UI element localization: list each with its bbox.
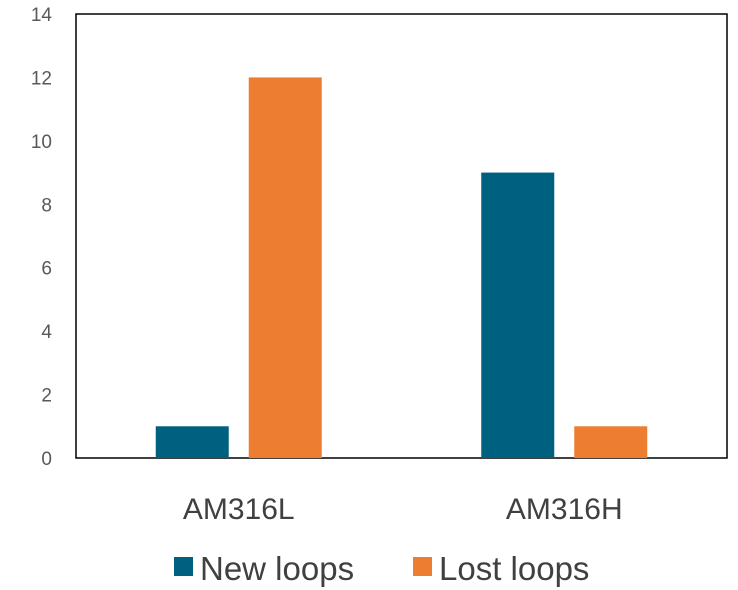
bar-lost-loops-am316l [248,77,322,458]
y-tick-label: 14 [31,5,53,26]
y-tick-label: 12 [31,68,52,89]
y-tick-label: 8 [41,195,52,216]
plot-frame [75,13,728,459]
y-axis-ticks: 0 2 4 6 8 10 12 14 [31,5,53,470]
bars [155,77,648,459]
bar-new-loops-am316h [481,172,555,459]
y-tick-label: 6 [41,259,52,280]
y-tick-label: 2 [41,386,52,407]
legend-swatch [174,557,193,576]
x-axis-categories: AM316L AM316H [183,493,623,526]
legend-label: Lost loops [439,550,589,587]
x-category-label: AM316L [183,493,295,526]
x-category-label: AM316H [506,493,623,526]
y-tick-label: 0 [41,449,52,470]
bar-lost-loops-am316h [574,426,648,458]
y-tick-label: 10 [31,132,52,153]
legend-swatch [413,557,432,576]
y-tick-label: 4 [41,322,52,343]
legend-label: New loops [200,550,354,587]
legend: New loops Lost loops [174,550,589,587]
bar-new-loops-am316l [155,426,229,458]
